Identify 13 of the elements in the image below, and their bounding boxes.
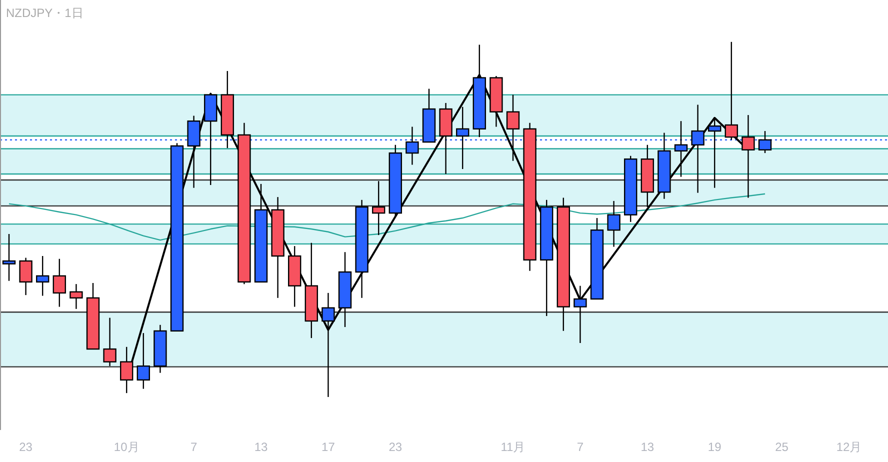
x-tick: 13	[254, 440, 268, 454]
x-tick: 19	[708, 440, 722, 454]
x-tick: 23	[19, 440, 32, 454]
x-tick: 7	[190, 440, 198, 454]
x-tick: 7	[576, 440, 584, 454]
x-tick: 13	[640, 440, 654, 454]
x-tick: 10月	[114, 440, 140, 454]
x-tick: 23	[388, 440, 402, 454]
x-tick: 11月	[500, 440, 526, 454]
x-tick: 12月	[836, 440, 862, 454]
x-tick: 17	[322, 440, 335, 454]
title: NZDJPY・1日	[6, 6, 84, 20]
x-tick: 25	[775, 440, 788, 454]
